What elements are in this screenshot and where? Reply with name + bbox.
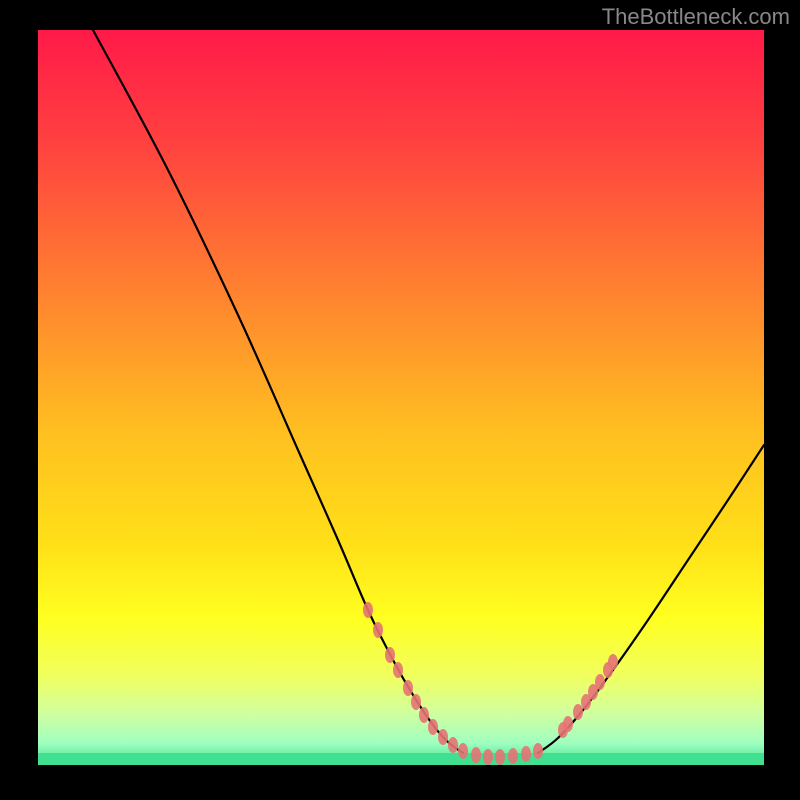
scatter-point [403,680,413,696]
scatter-point [608,654,618,670]
scatter-point [458,743,468,759]
scatter-point [533,743,543,759]
scatter-point [411,694,421,710]
scatter-point [595,674,605,690]
scatter-point [448,737,458,753]
chart-container: TheBottleneck.com [0,0,800,800]
scatter-point [385,647,395,663]
scatter-point [573,704,583,720]
scatter-point [508,748,518,764]
scatter-point [471,747,481,763]
plot-background [38,30,764,765]
scatter-point [483,749,493,765]
scatter-point [373,622,383,638]
scatter-point [438,729,448,745]
scatter-point [495,749,505,765]
scatter-point [428,719,438,735]
bottom-band [38,753,764,765]
scatter-point [419,707,429,723]
scatter-point [363,602,373,618]
scatter-point [563,716,573,732]
scatter-point [521,746,531,762]
scatter-point [393,662,403,678]
chart-svg [0,0,800,800]
